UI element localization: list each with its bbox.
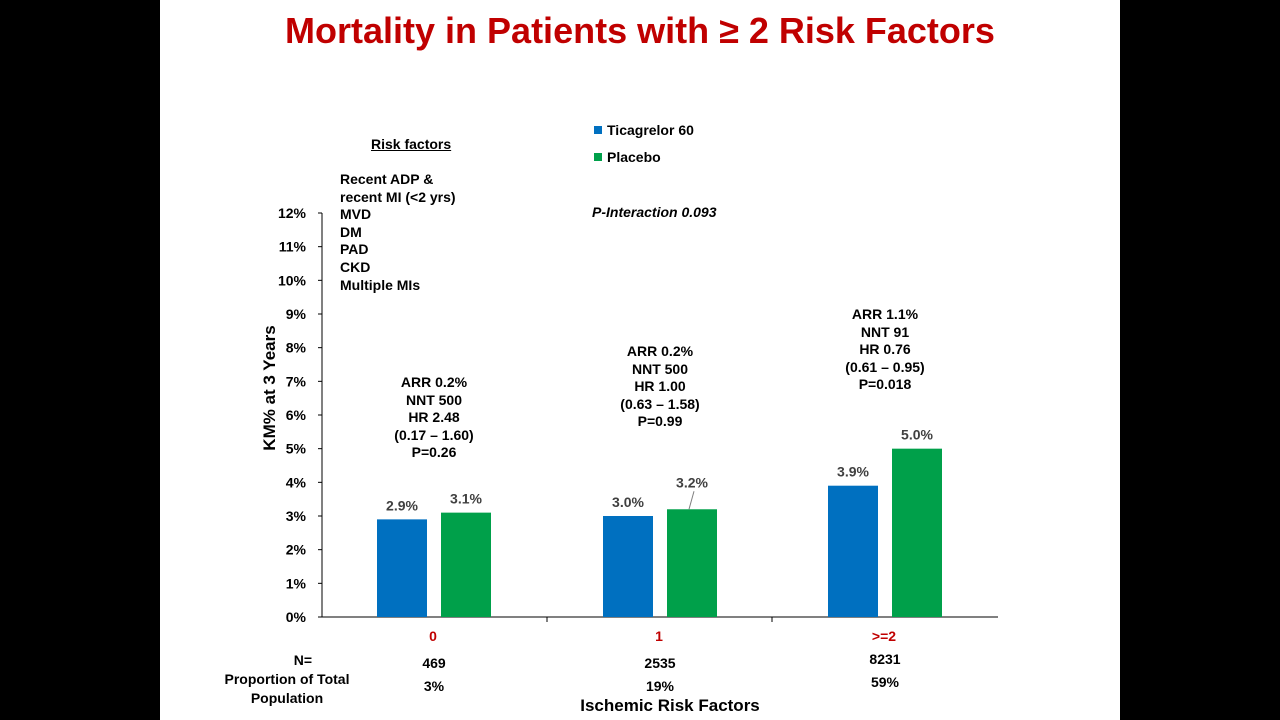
- proportion-value: 19%: [645, 678, 675, 694]
- category-label: >=2: [872, 628, 896, 644]
- stat-annotation: ARR 1.1% NNT 91 HR 0.76 (0.61 – 0.95) P=0.01…: [845, 306, 924, 394]
- y-tick-label: 7%: [286, 373, 307, 389]
- stat-annotation-line: HR 0.76: [859, 341, 911, 358]
- n-value: 8231: [869, 651, 901, 667]
- y-tick-label: 4%: [286, 474, 307, 490]
- legend-item-placebo: Placebo: [594, 149, 661, 165]
- stat-annotation-line: P=0.018: [858, 376, 912, 393]
- bar-chart: 0% 1% 2% 3% 4% 5% 6% 7% 8% 9% 10% 11% 12% KM% at 3 Ye…: [260, 205, 998, 644]
- risk-factor-item: Recent ADP &: [340, 171, 434, 187]
- bar-ticagrelor: [828, 485, 878, 617]
- p-interaction: P-Interaction 0.093: [592, 204, 717, 220]
- y-tick-label: 8%: [286, 340, 307, 356]
- proportion-label-line-2: Population: [250, 690, 324, 706]
- y-tick-label: 3%: [286, 508, 307, 524]
- bar-placebo: [892, 448, 942, 617]
- proportion-label-line-1: Proportion of Total: [224, 671, 350, 687]
- bar-ticagrelor: [603, 516, 653, 617]
- risk-factor-item: PAD: [340, 241, 369, 258]
- risk-factors-list: Recent ADP & recent MI (<2 yrs) MVD DM PAD CK…: [340, 171, 456, 294]
- risk-factor-item: MVD: [340, 206, 372, 223]
- risk-factors-heading: Risk factors: [371, 136, 452, 152]
- stat-annotation-line: NNT 500: [631, 360, 689, 377]
- legend-label-placebo: Placebo: [607, 149, 661, 165]
- category-label: 0: [429, 628, 437, 644]
- risk-factor-item: recent MI (<2 yrs): [340, 188, 456, 205]
- y-tick-label: 11%: [279, 239, 307, 255]
- proportion-value: 59%: [870, 674, 900, 690]
- y-tick-label: 6%: [286, 407, 307, 423]
- proportion-value: 3%: [423, 678, 445, 694]
- stat-annotation: ARR 0.2% NNT 500 HR 2.48 (0.17 – 1.60) P=0.2…: [394, 374, 473, 462]
- risk-factor-item: DM: [340, 223, 362, 240]
- bar-placebo: [441, 512, 491, 617]
- slide: Mortality in Patients with ≥ 2 Risk Fact…: [160, 0, 1120, 720]
- risk-factor-item: CKD: [340, 258, 371, 275]
- data-label: 2.9%: [386, 497, 418, 513]
- data-label: 3.9%: [837, 464, 869, 480]
- stat-annotation-line: P=0.26: [411, 444, 457, 461]
- data-label: 3.2%: [676, 474, 708, 490]
- bar-placebo: [667, 509, 717, 617]
- stat-annotation-line: ARR 1.1%: [851, 306, 919, 322]
- n-label: N=: [293, 652, 312, 668]
- data-label-leader: [688, 491, 695, 510]
- legend-swatch-placebo: [594, 153, 602, 161]
- stat-annotation-line: P=0.99: [637, 413, 683, 430]
- stat-annotation-line: NNT 500: [405, 391, 463, 408]
- data-label: 3.0%: [612, 494, 644, 510]
- proportion-label: Proportion of Total Population: [200, 670, 374, 708]
- risk-factor-item: Multiple MIs: [340, 276, 421, 293]
- data-label: 5.0%: [901, 427, 933, 443]
- stat-annotation-line: (0.63 – 1.58): [620, 395, 700, 412]
- y-tick-label: 0%: [286, 609, 307, 625]
- n-value: 469: [422, 655, 446, 671]
- y-tick-label: 9%: [286, 306, 307, 322]
- legend-label-ticagrelor: Ticagrelor 60: [607, 122, 694, 138]
- stat-annotation-line: (0.61 – 0.95): [845, 358, 925, 375]
- stat-annotation-line: ARR 0.2%: [400, 374, 468, 390]
- legend-item-ticagrelor: Ticagrelor 60: [594, 122, 694, 138]
- x-axis-label: Ischemic Risk Factors: [580, 696, 760, 715]
- stat-annotation-line: HR 1.00: [634, 378, 686, 395]
- y-axis-label: KM% at 3 Years: [260, 325, 279, 450]
- n-value: 2535: [644, 655, 676, 671]
- stat-annotation: ARR 0.2% NNT 500 HR 1.00 (0.63 – 1.58) P=0.9…: [620, 343, 699, 431]
- stat-annotation-line: NNT 91: [860, 323, 910, 340]
- stat-annotation-line: HR 2.48: [408, 409, 460, 426]
- y-tick-label: 5%: [286, 441, 307, 457]
- y-tick-label: 10%: [278, 272, 307, 288]
- category-label: 1: [655, 628, 663, 644]
- bar-ticagrelor: [377, 519, 427, 617]
- y-tick-label: 2%: [286, 542, 307, 558]
- y-tick-label: 12%: [278, 205, 307, 221]
- stat-annotation-line: ARR 0.2%: [626, 343, 694, 359]
- stat-annotation-line: (0.17 – 1.60): [394, 426, 474, 443]
- data-label: 3.1%: [450, 491, 482, 507]
- legend-swatch-ticagrelor: [594, 126, 602, 134]
- y-tick-label: 1%: [286, 575, 307, 591]
- slide-title: Mortality in Patients with ≥ 2 Risk Fact…: [285, 10, 995, 51]
